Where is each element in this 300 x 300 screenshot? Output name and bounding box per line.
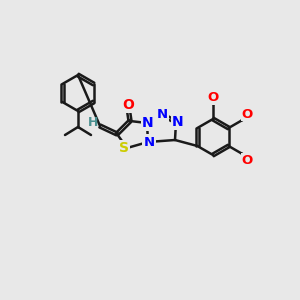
Text: O: O (242, 154, 253, 166)
Text: H: H (88, 116, 98, 128)
Text: O: O (122, 98, 134, 112)
Text: N: N (172, 115, 184, 129)
Text: S: S (119, 141, 129, 155)
Text: N: N (143, 136, 155, 148)
Text: O: O (207, 91, 219, 104)
Text: N: N (142, 116, 154, 130)
Text: O: O (242, 107, 253, 121)
Text: N: N (156, 107, 168, 121)
